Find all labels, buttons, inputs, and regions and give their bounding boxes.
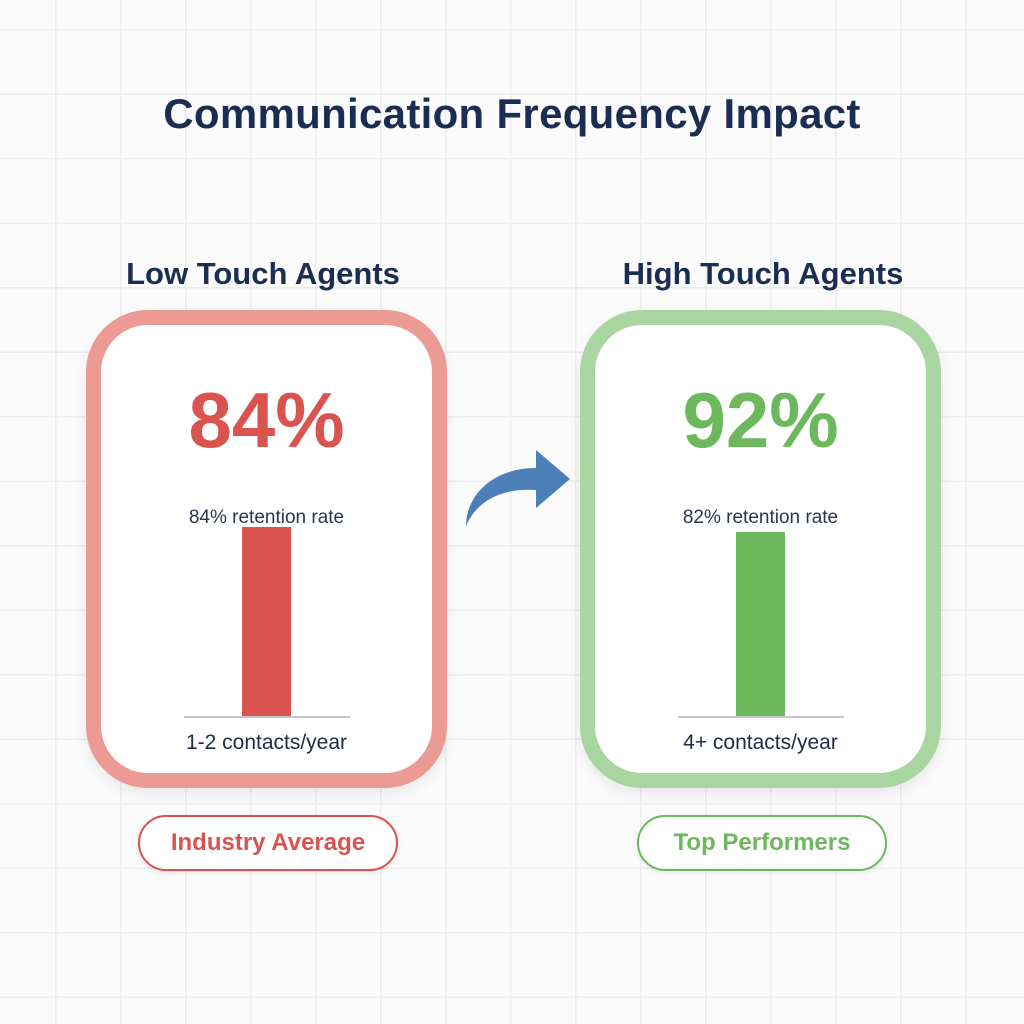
industry-average-badge: Industry Average bbox=[138, 815, 398, 871]
low-touch-card: 84% 84% retention rate 1-2 contacts/year bbox=[86, 310, 447, 788]
low-touch-baseline bbox=[184, 716, 350, 718]
high-touch-bar bbox=[736, 531, 785, 716]
low-touch-heading: Low Touch Agents bbox=[126, 256, 400, 291]
high-touch-card: 92% 82% retention rate 4+ contacts/year bbox=[580, 310, 941, 788]
low-touch-headline: 84% bbox=[188, 376, 345, 464]
high-touch-value-label: 82% retention rate bbox=[682, 507, 839, 528]
low-touch-category: 1-2 contacts/year bbox=[185, 731, 348, 754]
page-title: Communication Frequency Impact bbox=[163, 90, 861, 137]
high-touch-heading: High Touch Agents bbox=[622, 256, 904, 291]
curved-arrow-icon bbox=[466, 450, 570, 526]
high-touch-category: 4+ contacts/year bbox=[683, 731, 838, 754]
high-touch-headline: 92% bbox=[682, 376, 839, 464]
top-performers-badge: Top Performers bbox=[637, 815, 887, 871]
high-touch-baseline bbox=[678, 716, 844, 718]
low-touch-bar bbox=[242, 527, 291, 716]
low-touch-value-label: 84% retention rate bbox=[188, 507, 345, 528]
